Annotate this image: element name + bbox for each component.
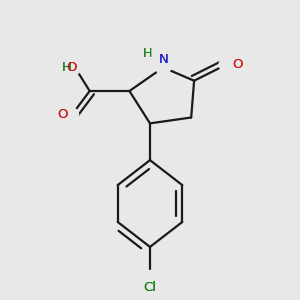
Text: O: O	[57, 108, 68, 121]
Circle shape	[141, 271, 159, 288]
Text: N: N	[158, 53, 168, 66]
Text: O: O	[232, 58, 242, 71]
Text: Cl: Cl	[143, 281, 157, 294]
Text: Cl: Cl	[143, 281, 157, 294]
Text: O: O	[57, 108, 68, 121]
Circle shape	[219, 57, 234, 72]
Circle shape	[68, 61, 82, 74]
Circle shape	[156, 60, 171, 75]
Text: O: O	[66, 61, 76, 74]
Text: N: N	[158, 53, 168, 66]
Text: O: O	[66, 61, 76, 74]
Text: O: O	[232, 58, 242, 71]
Text: H: H	[62, 61, 72, 74]
Circle shape	[66, 108, 79, 121]
Text: H: H	[62, 61, 72, 74]
Text: H: H	[142, 47, 152, 60]
Text: H: H	[142, 47, 152, 60]
